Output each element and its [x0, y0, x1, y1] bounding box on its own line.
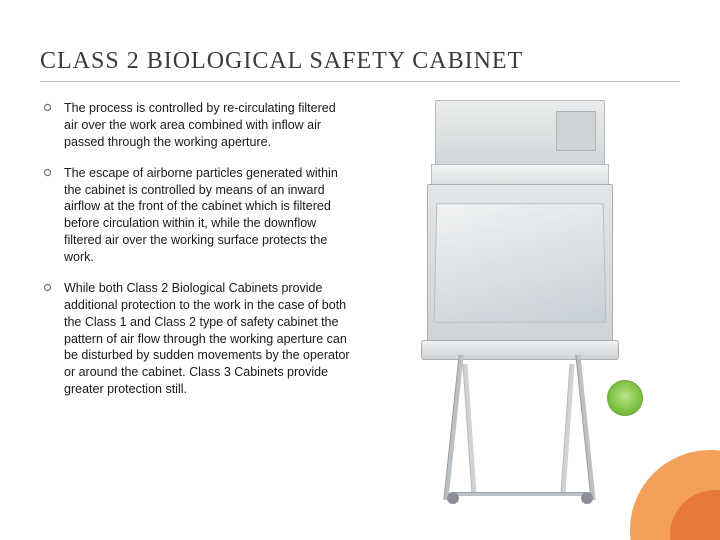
cabinet-worktray-icon — [421, 340, 619, 360]
caster-wheel-icon — [581, 492, 593, 504]
cabinet-filter-housing-icon — [435, 100, 605, 166]
circle-bullet-icon — [40, 168, 54, 177]
bullet-text: The process is controlled by re-circulat… — [64, 100, 350, 151]
carbon-neutral-badge-icon — [607, 380, 643, 416]
corner-accent-icon — [610, 430, 720, 540]
cabinet-leg-icon — [443, 355, 463, 500]
cabinet-leg-icon — [575, 355, 595, 500]
bullet-item: The escape of airborne particles generat… — [40, 165, 350, 266]
circle-bullet-icon — [40, 283, 54, 292]
bullet-item: The process is controlled by re-circulat… — [40, 100, 350, 151]
bullet-list: The process is controlled by re-circulat… — [40, 100, 350, 500]
slide: CLASS 2 BIOLOGICAL SAFETY CABINET The pr… — [0, 0, 720, 540]
cabinet-leg-icon — [462, 364, 476, 494]
caster-wheel-icon — [447, 492, 459, 504]
slide-content: The process is controlled by re-circulat… — [40, 100, 680, 500]
cabinet-control-panel-icon — [431, 164, 609, 186]
bullet-text: The escape of airborne particles generat… — [64, 165, 350, 266]
cabinet-leg-icon — [560, 364, 574, 494]
bullet-item: While both Class 2 Biological Cabinets p… — [40, 280, 350, 398]
safety-cabinet-illustration — [405, 100, 635, 500]
cabinet-sash-icon — [434, 203, 607, 322]
cabinet-vent-icon — [556, 111, 596, 151]
slide-title: CLASS 2 BIOLOGICAL SAFETY CABINET — [40, 48, 680, 82]
cabinet-crossbar-icon — [453, 492, 587, 496]
bullet-text: While both Class 2 Biological Cabinets p… — [64, 280, 350, 398]
circle-bullet-icon — [40, 103, 54, 112]
